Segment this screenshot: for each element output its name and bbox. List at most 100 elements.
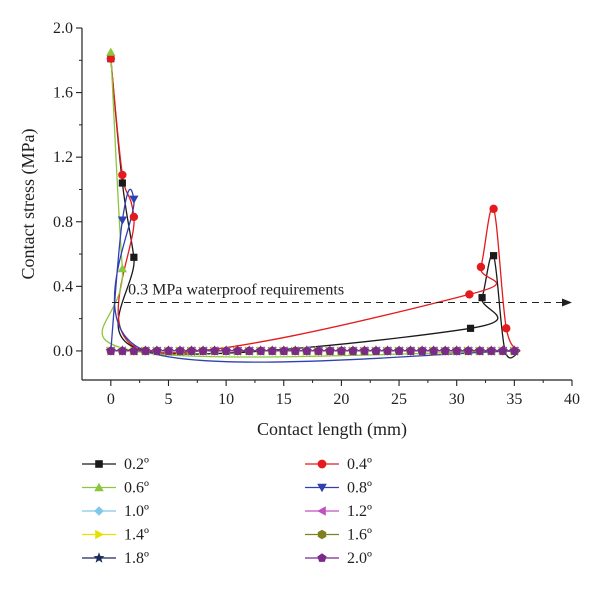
data-point (302, 346, 312, 355)
legend-label: 1.6º (347, 527, 372, 544)
legend-marker-icon (317, 529, 327, 540)
data-point (325, 346, 335, 355)
data-point (371, 346, 381, 355)
data-point (256, 346, 266, 355)
x-tick-label: 15 (276, 391, 292, 408)
series-line-3 (110, 188, 521, 363)
data-point (129, 212, 139, 222)
y-axis-label: Contact stress (MPa) (18, 129, 39, 280)
data-point (486, 346, 496, 355)
series-line-0 (110, 58, 521, 359)
legend-marker-icon (95, 529, 104, 540)
data-point (406, 346, 415, 355)
x-axis-label: Contact length (mm) (257, 419, 407, 440)
arrow-head-icon (562, 298, 572, 307)
x-tick-label: 35 (506, 391, 522, 408)
legend-marker-icon (93, 552, 105, 563)
data-point (118, 170, 127, 180)
plot-area (101, 47, 521, 363)
legend-item: 0.2º (82, 456, 149, 473)
data-point (383, 346, 392, 355)
data-point (452, 346, 462, 355)
data-point (465, 290, 474, 299)
series-line-1 (110, 58, 521, 354)
legend-item: 1.2º (305, 503, 372, 520)
legend-item: 0.8º (305, 480, 372, 497)
data-point (152, 346, 162, 355)
legend-label: 0.4º (347, 456, 372, 473)
data-point (476, 262, 486, 272)
data-point (475, 346, 485, 355)
x-tick-label: 10 (218, 391, 234, 408)
data-point (106, 47, 116, 56)
y-tick-label: 1.6 (53, 85, 73, 102)
data-point (502, 324, 511, 333)
legend-label: 1.2º (347, 503, 372, 520)
data-point (337, 346, 346, 355)
data-point (429, 346, 438, 355)
y-tick-label: 0.4 (53, 278, 73, 295)
legend-label: 0.2º (124, 456, 149, 473)
axes: 0 5 10 15 20 25 30 35 40 0.0 0.4 0.8 1.2 1.6 2.0 Contac… (18, 20, 580, 440)
series-line-2 (101, 52, 521, 358)
data-point (106, 346, 116, 355)
data-point (463, 346, 473, 355)
data-point (244, 346, 254, 355)
x-tick-label: 25 (391, 391, 407, 408)
legend-marker-icon (94, 482, 104, 492)
data-point (348, 346, 358, 355)
legend-item: 1.4º (82, 527, 149, 544)
data-point (210, 346, 219, 355)
data-point (118, 179, 126, 187)
y-tick-label: 1.2 (53, 149, 73, 166)
legend-marker-icon (317, 459, 327, 469)
data-point (290, 346, 300, 355)
data-point (394, 346, 404, 355)
data-point (279, 346, 289, 355)
data-point (164, 346, 173, 355)
legend-marker-icon (95, 460, 103, 468)
legend-item: 0.4º (305, 456, 372, 473)
x-tick-label: 5 (164, 391, 172, 408)
data-point (198, 346, 208, 355)
data-point (129, 346, 139, 355)
x-tick-label: 30 (449, 391, 465, 408)
data-point (498, 346, 508, 355)
data-point (187, 346, 196, 355)
data-point (314, 346, 323, 355)
data-point (117, 264, 127, 273)
legend-item: 1.6º (305, 527, 372, 544)
data-point (221, 346, 231, 355)
data-point (117, 216, 127, 225)
legend-label: 1.4º (124, 527, 149, 544)
legend-item: 1.0º (82, 503, 149, 520)
legend-item: 1.8º (82, 550, 149, 567)
data-point (267, 346, 277, 355)
legend-marker-icon (317, 506, 326, 516)
data-point (360, 346, 369, 355)
data-point (175, 346, 185, 355)
legend: 0.2º 0.4º 0.6º 0.8º 1.0º 1.2º 1.4º 1.6º 1.8º 2.0º (82, 456, 372, 567)
legend-marker-icon (94, 506, 104, 516)
legend-label: 1.0º (124, 503, 149, 520)
annotation-label: 0.3 MPa waterproof requirements (128, 281, 344, 298)
data-point (233, 346, 242, 355)
legend-item: 0.6º (82, 480, 149, 497)
data-point (490, 252, 498, 260)
data-point (510, 346, 519, 355)
data-point (489, 204, 498, 214)
data-point (417, 346, 427, 355)
x-tick-label: 0 (107, 391, 115, 408)
legend-marker-icon (317, 553, 327, 562)
data-point (130, 253, 138, 261)
legend-label: 0.6º (124, 480, 149, 497)
y-tick-label: 0.8 (53, 214, 73, 231)
data-point (478, 294, 486, 302)
legend-item: 2.0º (305, 550, 372, 567)
legend-marker-icon (317, 483, 327, 493)
data-point (118, 346, 127, 355)
data-point (141, 346, 150, 355)
legend-label: 0.8º (347, 480, 372, 497)
data-point (440, 346, 450, 355)
